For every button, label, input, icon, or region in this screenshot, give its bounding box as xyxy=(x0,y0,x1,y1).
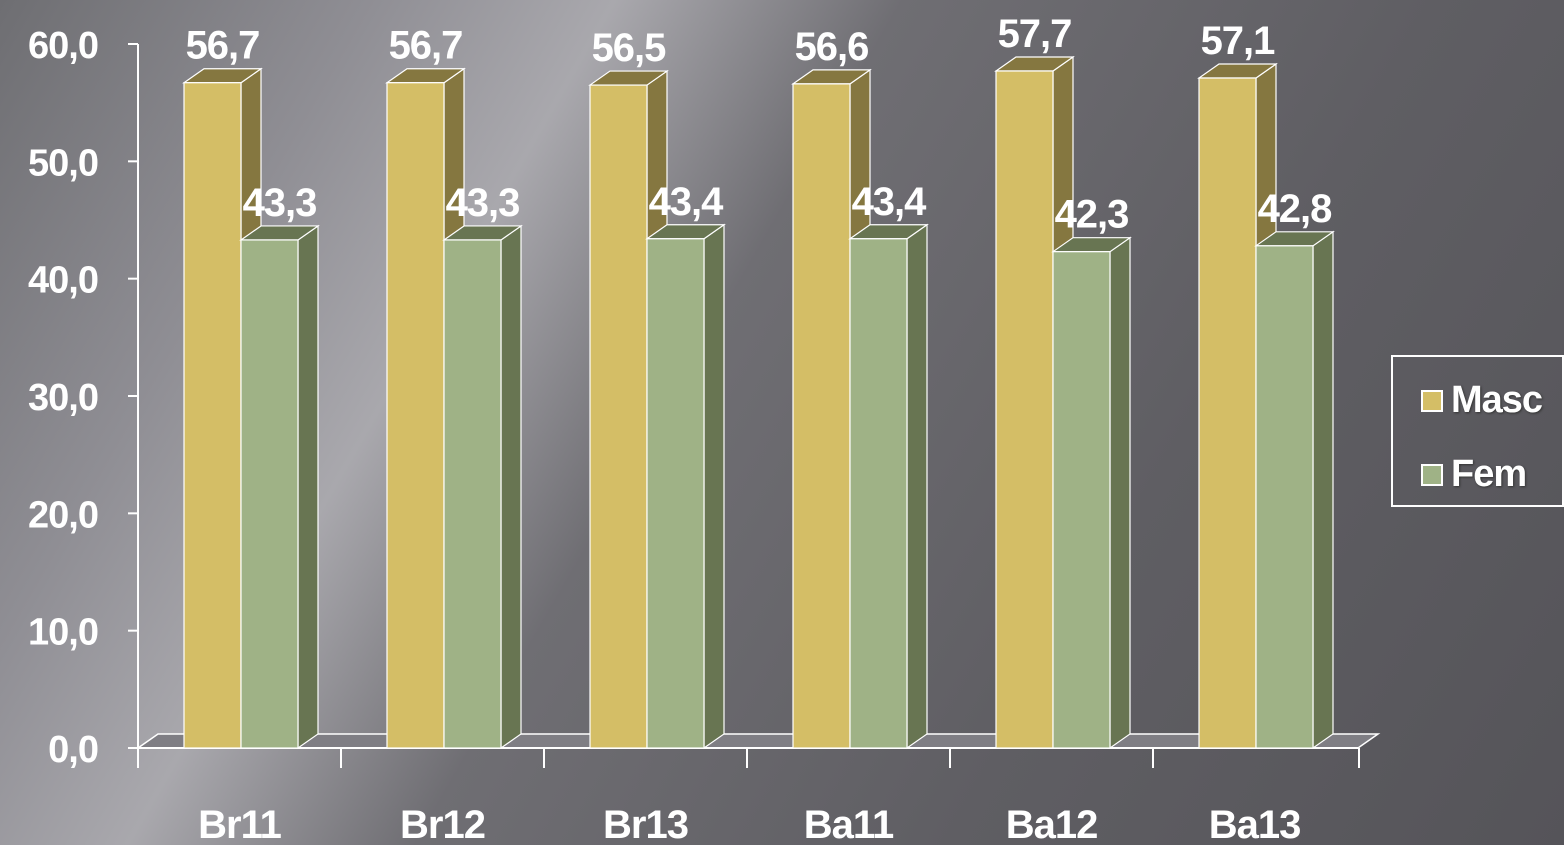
legend-label-fem: Fem xyxy=(1451,453,1527,495)
data-label: 43,4 xyxy=(649,180,725,224)
x-tick-label: Br11 xyxy=(198,803,281,845)
legend-item-fem: Fem xyxy=(1421,453,1527,496)
data-label: 42,3 xyxy=(1055,193,1129,237)
chart-floor xyxy=(135,733,1381,749)
data-label: 43,3 xyxy=(446,181,520,225)
data-label: 56,7 xyxy=(389,24,463,68)
bar-masc xyxy=(1198,77,1257,749)
bar-side xyxy=(703,223,725,750)
y-tick-label: 50,0 xyxy=(28,142,98,184)
data-label: 57,7 xyxy=(998,12,1072,56)
bar-side xyxy=(500,224,522,750)
data-label: 57,1 xyxy=(1201,19,1276,63)
legend-swatch-fem xyxy=(1421,463,1443,486)
data-label: 56,6 xyxy=(795,25,869,69)
y-tick-label: 0,0 xyxy=(48,729,98,771)
bar-fem xyxy=(1255,245,1314,749)
data-label: 43,3 xyxy=(243,181,317,225)
bar-side xyxy=(1312,230,1334,750)
x-tick-label: Ba12 xyxy=(1006,803,1098,845)
bar-fem xyxy=(240,239,299,749)
bar-side xyxy=(297,224,319,750)
data-label: 43,4 xyxy=(852,180,928,224)
y-tick-label: 60,0 xyxy=(28,25,98,67)
x-tick-label: Ba11 xyxy=(804,803,894,845)
bar-fem xyxy=(1052,251,1111,749)
data-label: 42,8 xyxy=(1258,187,1333,231)
bar-masc xyxy=(995,70,1054,749)
legend-swatch-masc xyxy=(1421,389,1443,412)
bar-masc xyxy=(589,84,648,749)
bar-masc xyxy=(183,82,242,749)
x-tick-label: Ba13 xyxy=(1209,803,1301,845)
data-label: 56,5 xyxy=(592,26,667,70)
x-tick-label: Br12 xyxy=(400,803,485,845)
legend: Masc Fem xyxy=(1391,355,1564,507)
bar-fem xyxy=(443,239,502,749)
legend-label-masc: Masc xyxy=(1451,379,1543,421)
legend-item-masc: Masc xyxy=(1421,379,1543,422)
y-tick-label: 30,0 xyxy=(28,377,98,419)
y-tick-label: 40,0 xyxy=(28,260,98,302)
bar-fem xyxy=(646,238,705,749)
y-tick-label: 10,0 xyxy=(28,612,98,654)
y-tick-label: 20,0 xyxy=(28,494,98,536)
bar-masc xyxy=(386,82,445,749)
x-tick-label: Br13 xyxy=(603,803,688,845)
bar-side xyxy=(906,223,928,750)
bar-masc xyxy=(792,83,851,749)
bar-fem xyxy=(849,238,908,749)
bar-side xyxy=(1109,236,1131,750)
data-label: 56,7 xyxy=(186,24,260,68)
